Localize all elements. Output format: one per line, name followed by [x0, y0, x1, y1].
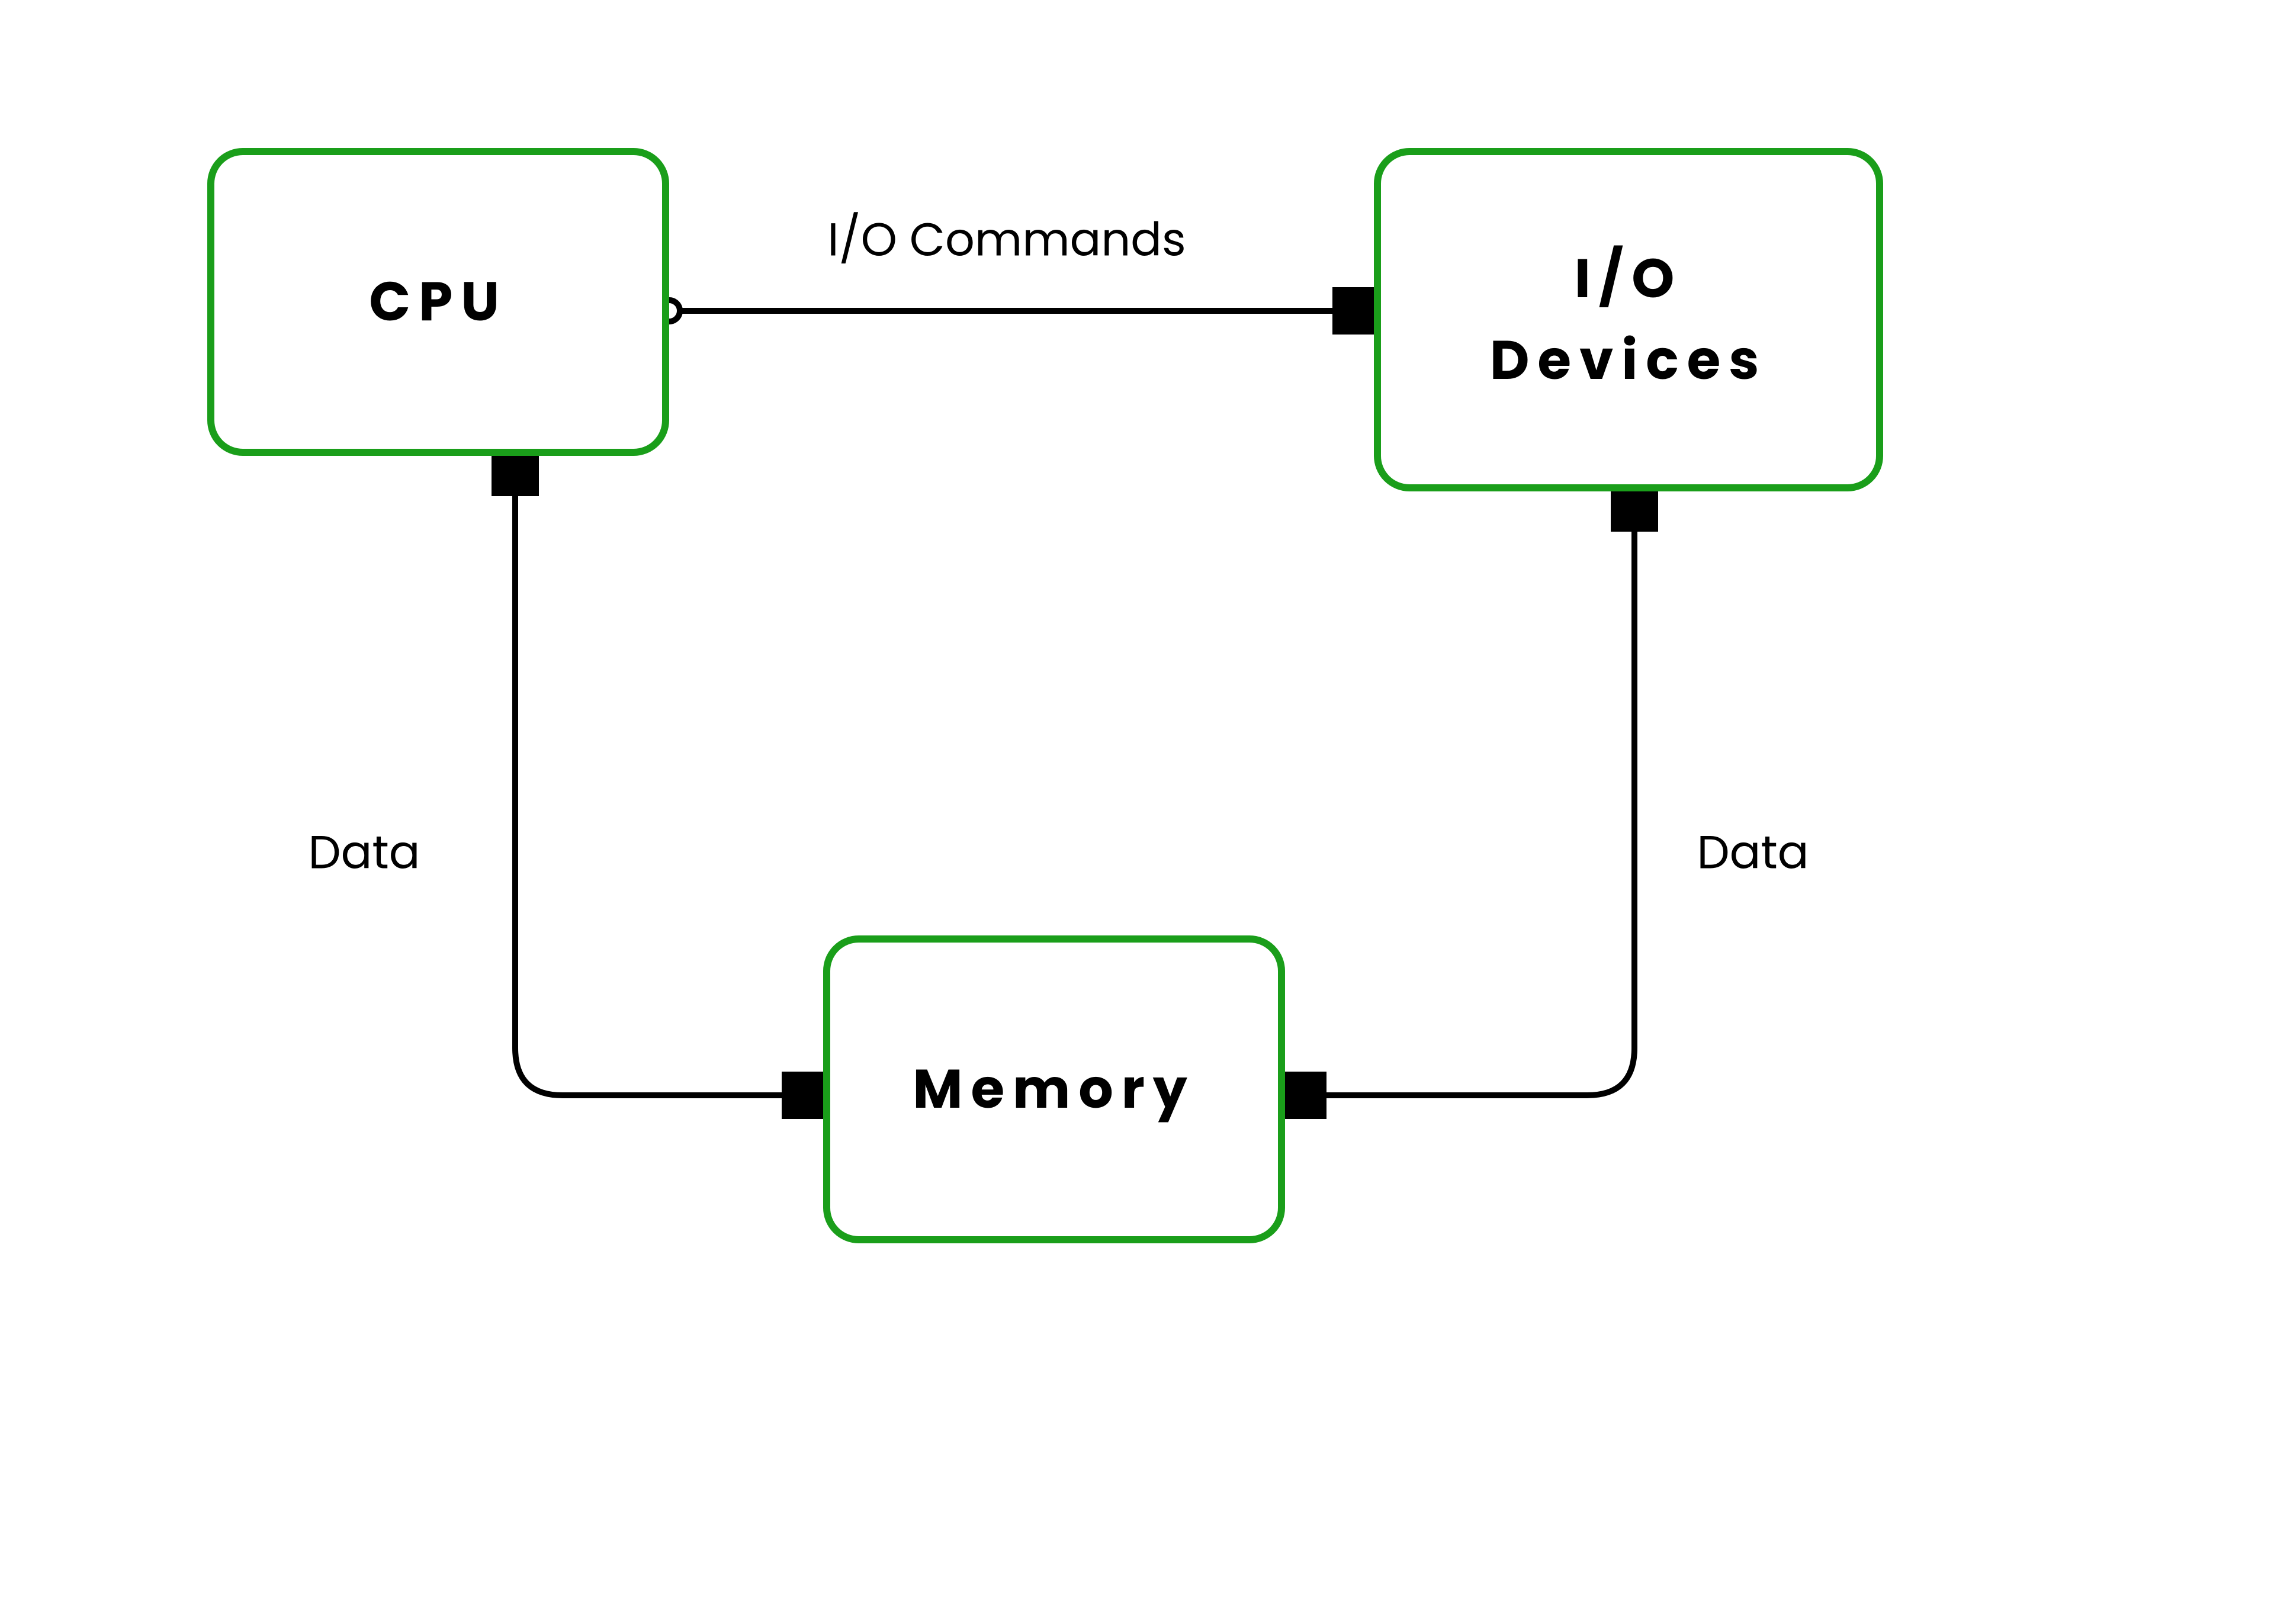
node-memory: Memory — [823, 935, 1285, 1243]
edge-data-left — [515, 461, 817, 1095]
edge-label-io-commands: I/O Commands — [827, 205, 1186, 275]
node-cpu: CPU — [207, 148, 669, 456]
node-io-label: I/ODevices — [1490, 238, 1768, 401]
node-cpu-label: CPU — [369, 261, 508, 343]
diagram-canvas: CPU I/ODevices Memory I/O Commands Data … — [0, 0, 2274, 1624]
node-memory-label: Memory — [913, 1049, 1195, 1130]
edge-label-data-right: Data — [1697, 818, 1809, 887]
node-io-devices: I/ODevices — [1374, 148, 1883, 491]
edge-label-data-left: Data — [309, 818, 420, 887]
edge-data-right — [1291, 496, 1634, 1095]
